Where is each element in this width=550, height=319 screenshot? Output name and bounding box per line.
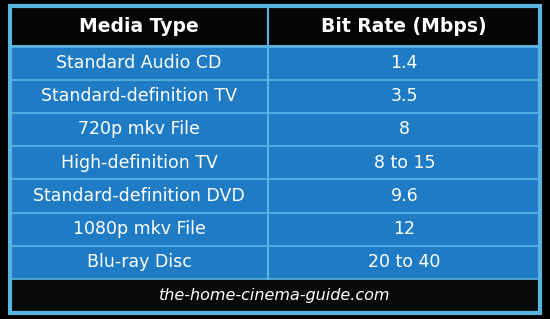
Text: Standard-definition TV: Standard-definition TV [41,87,237,105]
FancyBboxPatch shape [10,212,540,246]
FancyBboxPatch shape [10,113,540,146]
Text: 9.6: 9.6 [390,187,418,205]
Text: High-definition TV: High-definition TV [60,154,218,172]
FancyBboxPatch shape [10,146,540,179]
Text: 720p mkv File: 720p mkv File [78,121,200,138]
FancyBboxPatch shape [10,79,540,113]
FancyBboxPatch shape [10,246,540,279]
Text: 8: 8 [399,121,410,138]
Text: Standard Audio CD: Standard Audio CD [57,54,222,72]
Text: 1080p mkv File: 1080p mkv File [73,220,206,238]
FancyBboxPatch shape [10,6,540,313]
Text: Blu-ray Disc: Blu-ray Disc [87,254,191,271]
FancyBboxPatch shape [10,179,540,212]
Text: 20 to 40: 20 to 40 [368,254,441,271]
FancyBboxPatch shape [10,46,540,79]
Text: Bit Rate (Mbps): Bit Rate (Mbps) [321,17,487,36]
Text: Media Type: Media Type [79,17,199,36]
FancyBboxPatch shape [10,279,540,313]
Text: 8 to 15: 8 to 15 [373,154,435,172]
FancyBboxPatch shape [10,6,540,46]
Text: 3.5: 3.5 [390,87,418,105]
Text: the-home-cinema-guide.com: the-home-cinema-guide.com [160,288,390,303]
Text: 1.4: 1.4 [390,54,418,72]
Text: Standard-definition DVD: Standard-definition DVD [34,187,245,205]
Text: 12: 12 [393,220,415,238]
